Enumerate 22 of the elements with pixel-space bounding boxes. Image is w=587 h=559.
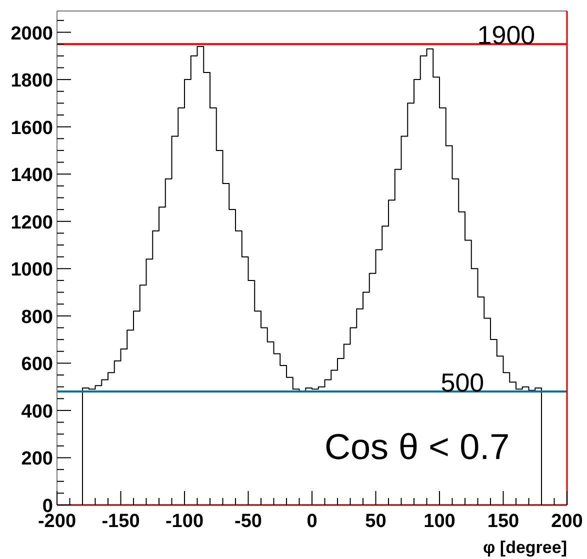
y-tick-label: 2000: [10, 23, 53, 44]
y-tick-label: 800: [21, 306, 53, 328]
x-tick-label: -100: [165, 511, 204, 532]
x-tick-label: 0: [306, 511, 318, 532]
y-tick-label: 1800: [10, 70, 53, 92]
x-tick-label: 150: [487, 511, 520, 532]
y-tick-label: 1600: [10, 118, 53, 139]
x-tick-label: -150: [102, 511, 140, 532]
x-tick-label: -50: [234, 511, 262, 532]
y-tick-label: 600: [21, 354, 53, 376]
y-tick-label: 1000: [10, 260, 53, 281]
annotation: 1900: [477, 20, 536, 50]
x-tick-label: 50: [365, 511, 386, 532]
annotation: Cos θ < 0.7: [324, 426, 510, 467]
y-tick-label: 1200: [10, 212, 53, 234]
y-tick-label: 200: [21, 448, 53, 470]
x-tick-label: 100: [424, 511, 456, 532]
y-tick-label: 1400: [10, 165, 53, 186]
x-axis-title: φ [degree]: [483, 538, 567, 557]
x-tick-label: 200: [551, 511, 583, 532]
annotation: 500: [440, 368, 484, 398]
y-tick-label: 400: [21, 401, 53, 422]
